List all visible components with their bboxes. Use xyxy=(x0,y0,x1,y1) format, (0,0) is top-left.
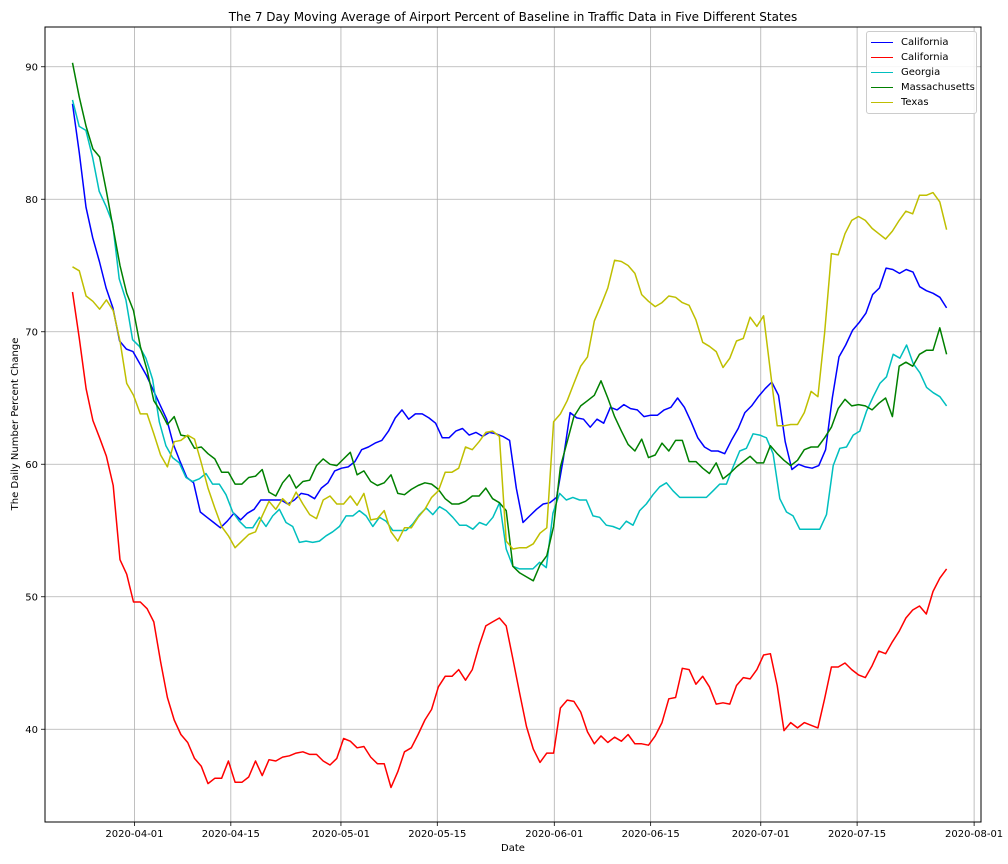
legend-swatch xyxy=(871,42,893,43)
legend-item: Massachusetts xyxy=(871,80,975,95)
y-tick-label: 50 xyxy=(25,592,38,603)
series-line-4 xyxy=(72,191,948,550)
y-tick-label: 60 xyxy=(25,460,38,471)
axis-ticks: 2020-04-01 2020-04-15 2020-05-01 2020-05-15… xyxy=(25,62,1003,840)
x-tick-label: 2020-05-01 xyxy=(312,829,370,840)
legend-label: California xyxy=(901,52,949,63)
legend-swatch xyxy=(871,102,893,103)
x-tick-label: 2020-04-01 xyxy=(105,829,163,840)
series-line-3 xyxy=(71,62,948,582)
legend-label: Georgia xyxy=(901,67,941,78)
y-tick-label: 90 xyxy=(25,62,38,73)
legend-label: California xyxy=(901,37,949,48)
chart-title: The 7 Day Moving Average of Airport Perc… xyxy=(228,10,798,24)
x-tick-label: 2020-06-01 xyxy=(525,829,583,840)
legend: California California Georgia Massachuse… xyxy=(866,31,977,114)
series-lines xyxy=(71,62,948,789)
x-axis-label: Date xyxy=(501,843,525,854)
x-tick-label: 2020-04-15 xyxy=(202,829,260,840)
legend-swatch xyxy=(871,57,893,58)
series-line-0 xyxy=(71,103,948,529)
y-tick-label: 40 xyxy=(25,725,38,736)
grid xyxy=(45,27,981,822)
legend-item: Texas xyxy=(871,95,972,110)
y-tick-label: 70 xyxy=(25,327,38,338)
legend-item: Georgia xyxy=(871,65,972,80)
x-tick-label: 2020-06-15 xyxy=(622,829,680,840)
y-tick-label: 80 xyxy=(25,195,38,206)
series-line-1 xyxy=(71,291,948,789)
plot-frame xyxy=(44,26,982,823)
x-tick-label: 2020-07-15 xyxy=(828,829,886,840)
legend-label: Massachusetts xyxy=(901,82,975,93)
x-tick-label: 2020-05-15 xyxy=(408,829,466,840)
x-tick-label: 2020-07-01 xyxy=(732,829,790,840)
legend-label: Texas xyxy=(901,97,929,108)
legend-item: California xyxy=(871,35,972,50)
legend-swatch xyxy=(871,87,893,88)
legend-swatch xyxy=(871,72,893,73)
legend-item: California xyxy=(871,50,972,65)
y-axis-label: The Daily Number Percent Change xyxy=(10,338,21,512)
x-tick-label: 2020-08-01 xyxy=(945,829,1003,840)
series-line-2 xyxy=(71,99,948,570)
